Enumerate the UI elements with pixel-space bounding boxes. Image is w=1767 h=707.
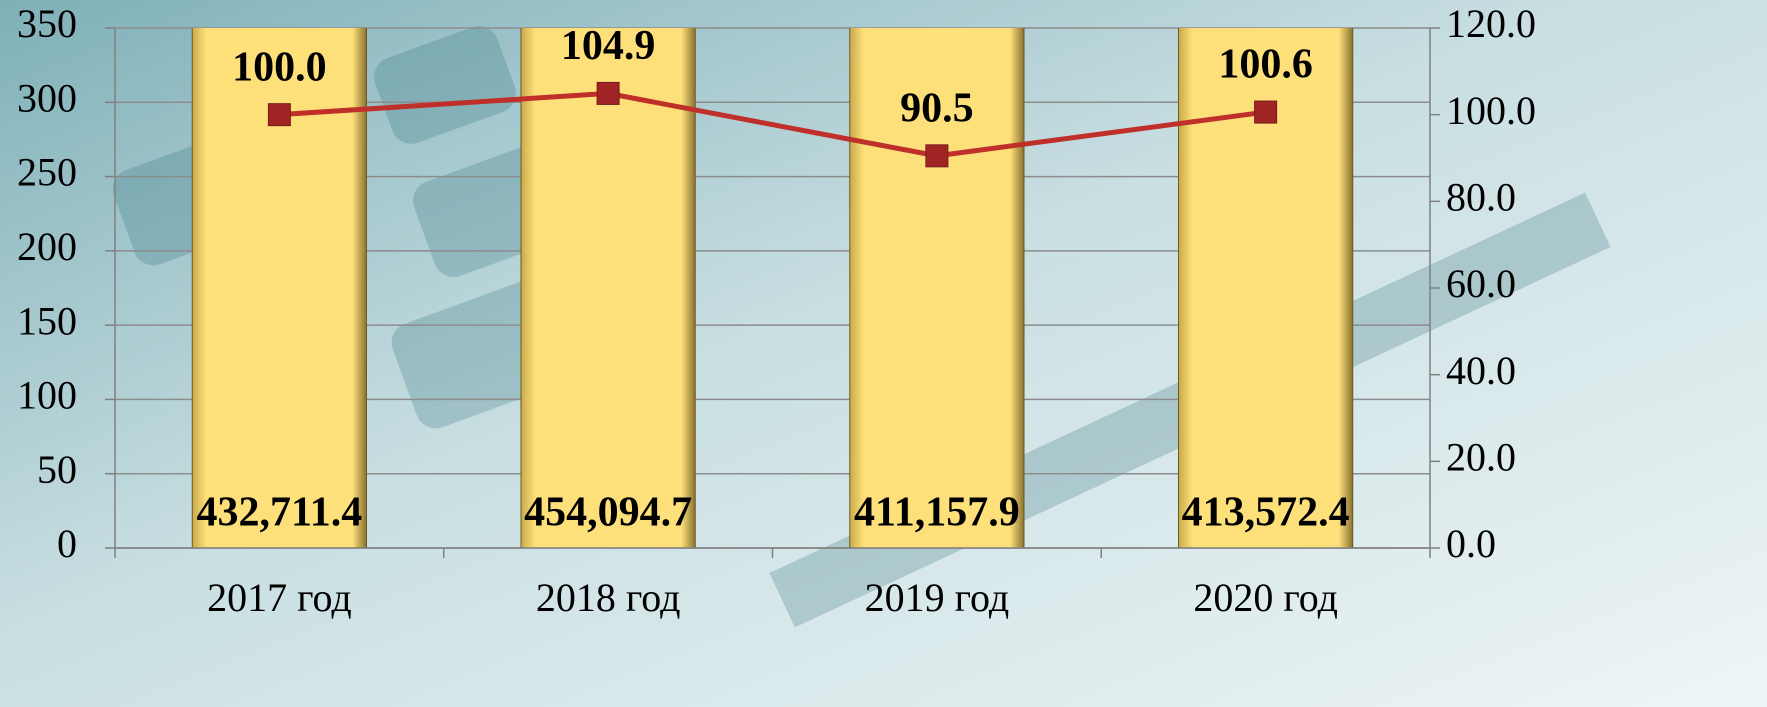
bar-value-label: 454,094.7: [524, 490, 692, 536]
line: [279, 90, 1266, 159]
line-marker: [267, 103, 291, 127]
line-marker: [1254, 100, 1278, 124]
bar-value-label: 413,572.4: [1182, 490, 1350, 536]
foreground: 0 50 100 150 200 250 300 350 0.0 20.0 40.0 60.0 80.0…: [17, 1, 1536, 620]
y2-tick-label: 40.0: [1446, 348, 1516, 393]
y-tick-label: 350: [17, 1, 77, 46]
y2-tick-label: 60.0: [1446, 261, 1516, 306]
y2-tick-label: 80.0: [1446, 175, 1516, 220]
y-tick-label: 0: [57, 521, 77, 566]
y2-tick-label: 120.0: [1446, 1, 1536, 46]
bar-value-label: 432,711.4: [197, 490, 363, 536]
line-marker: [596, 81, 620, 105]
y-tick-label: 100: [17, 373, 77, 418]
y-tick-label: 200: [17, 224, 77, 269]
x-tick-label: 2018 год: [536, 575, 681, 620]
y-tick-label: 150: [17, 298, 77, 343]
x-tick-label: 2020 год: [1193, 575, 1338, 620]
y2-tick-label: 0.0: [1446, 521, 1496, 566]
bar: [520, 28, 696, 548]
y2-tick-label: 20.0: [1446, 435, 1516, 480]
x-tick-label: 2017 год: [207, 575, 352, 620]
y-tick-label: 50: [37, 447, 77, 492]
bar: [849, 28, 1025, 548]
line-value-label: 90.5: [900, 85, 974, 131]
bar-value-label: 411,157.9: [854, 490, 1020, 536]
y2-tick-label: 100.0: [1446, 88, 1536, 133]
line-value-label: 104.9: [561, 23, 656, 69]
line-value-label: 100.6: [1218, 42, 1313, 88]
y-tick-label: 300: [17, 75, 77, 120]
y-tick-label: 250: [17, 150, 77, 195]
line-marker: [925, 144, 949, 168]
line-value-label: 100.0: [232, 44, 327, 90]
x-tick-label: 2019 год: [865, 575, 1010, 620]
